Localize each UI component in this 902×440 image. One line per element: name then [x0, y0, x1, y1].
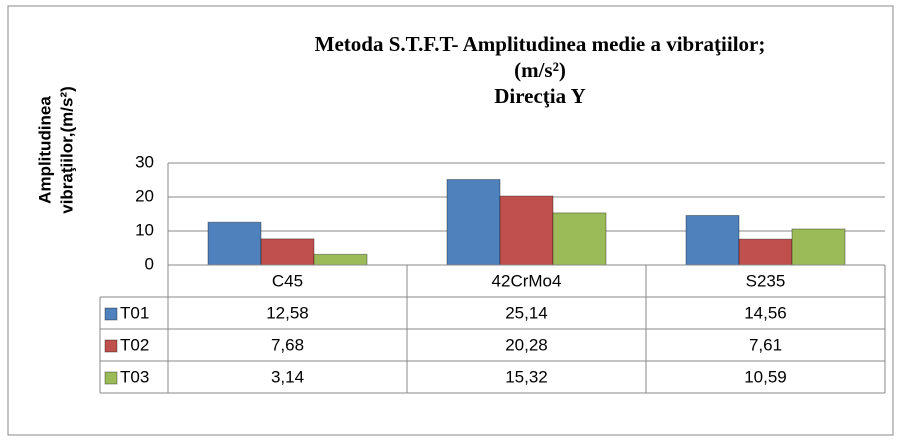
legend-key: [104, 307, 118, 321]
table-value: 12,58: [266, 303, 309, 322]
legend-key: [104, 371, 118, 385]
legend-label: T03: [120, 367, 149, 386]
table-value: 25,14: [505, 303, 548, 322]
legend-label: T02: [120, 335, 149, 354]
bar: [791, 228, 846, 266]
table-value: 10,59: [744, 367, 787, 386]
y-tick-label: 0: [145, 254, 154, 273]
bar: [207, 221, 262, 266]
table-value: 15,32: [505, 367, 548, 386]
y-tick-label: 20: [135, 186, 154, 205]
legend-key: [104, 339, 118, 353]
chart-title: (m/s²): [514, 58, 566, 82]
table-value: 3,14: [271, 367, 304, 386]
chart-title: Direcţia Y: [494, 84, 586, 108]
table-value: 20,28: [505, 335, 548, 354]
bar: [313, 253, 368, 266]
y-tick-label: 30: [135, 152, 154, 171]
chart-title: Metoda S.T.F.T- Amplitudinea medie a vib…: [315, 32, 766, 56]
legend-label: T01: [120, 303, 149, 322]
y-axis-label: Amplitudinea: [35, 96, 54, 204]
table-value: 7,61: [749, 335, 782, 354]
x-tick-label: 42CrMo4: [492, 271, 562, 290]
x-tick-label: S235: [746, 271, 786, 290]
bar: [260, 238, 315, 266]
bar: [738, 238, 793, 266]
bar: [499, 195, 554, 266]
y-tick-label: 10: [135, 220, 154, 239]
bar: [685, 214, 740, 266]
y-axis-label: vibraţiilor,(m/s²): [57, 86, 76, 214]
table-value: 7,68: [271, 335, 304, 354]
x-tick-label: C45: [272, 271, 303, 290]
bar: [552, 212, 607, 266]
bar: [446, 179, 501, 266]
table-value: 14,56: [744, 303, 787, 322]
